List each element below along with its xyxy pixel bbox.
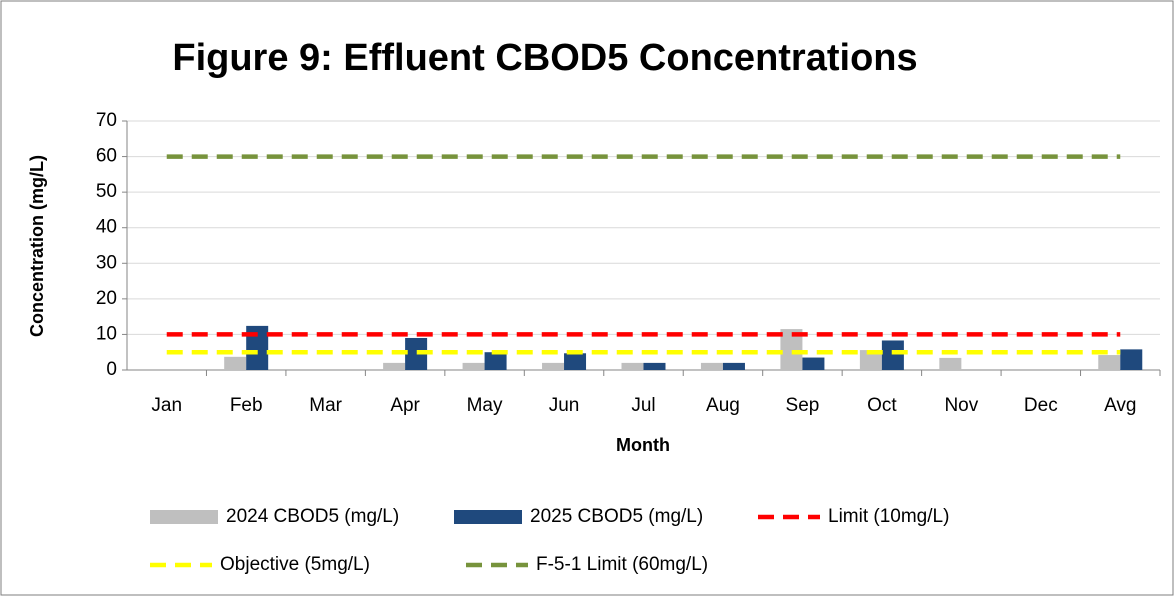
bar: [939, 357, 962, 370]
bar: [462, 362, 485, 370]
bar: [246, 325, 269, 370]
y-tick-label: 40: [96, 217, 117, 238]
legend-label: F-5-1 Limit (60mg/L): [536, 554, 708, 575]
bar: [1098, 355, 1121, 370]
x-tick-label: Jun: [549, 395, 580, 416]
x-tick-label: Oct: [867, 395, 897, 416]
bar: [780, 329, 803, 370]
legend-label: 2025 CBOD5 (mg/L): [530, 506, 703, 527]
y-tick-label: 20: [96, 288, 117, 309]
x-tick-label: Avg: [1104, 395, 1136, 416]
legend-swatch: [454, 510, 522, 524]
legend-label: Limit (10mg/L): [828, 506, 949, 527]
y-tick-label: 70: [96, 110, 117, 131]
x-tick-label: Nov: [944, 395, 978, 416]
bar: [802, 357, 825, 370]
bar: [383, 362, 406, 370]
x-tick-label: Apr: [390, 395, 420, 416]
x-tick-label: May: [467, 395, 503, 416]
bar: [564, 353, 587, 370]
x-tick-label: Sep: [786, 395, 820, 416]
y-tick-label: 60: [96, 146, 117, 167]
bar: [1120, 349, 1143, 370]
y-tick-label: 30: [96, 252, 117, 273]
bar: [643, 362, 666, 370]
bar: [542, 362, 565, 370]
bar: [881, 340, 904, 370]
x-tick-label: Mar: [309, 395, 342, 416]
y-tick-label: 0: [106, 359, 117, 380]
bar: [859, 350, 882, 370]
bar: [700, 362, 723, 370]
x-tick-label: Jan: [151, 395, 182, 416]
x-tick-label: Jul: [631, 395, 655, 416]
legend-swatch: [150, 510, 218, 524]
x-tick-label: Feb: [230, 395, 263, 416]
legend-label: Objective (5mg/L): [220, 554, 370, 575]
chart-title: Figure 9: Effluent CBOD5 Concentrations: [172, 37, 917, 79]
x-tick-label: Aug: [706, 395, 740, 416]
bar: [405, 337, 428, 370]
y-axis-label: Concentration (mg/L): [27, 155, 47, 337]
bar: [224, 356, 247, 370]
y-tick-label: 10: [96, 323, 117, 344]
bar: [722, 362, 745, 370]
y-tick-label: 50: [96, 181, 117, 202]
bar: [484, 352, 507, 370]
legend-label: 2024 CBOD5 (mg/L): [226, 506, 399, 527]
x-axis-label: Month: [616, 435, 670, 455]
bar: [621, 362, 644, 370]
x-tick-label: Dec: [1024, 395, 1058, 416]
